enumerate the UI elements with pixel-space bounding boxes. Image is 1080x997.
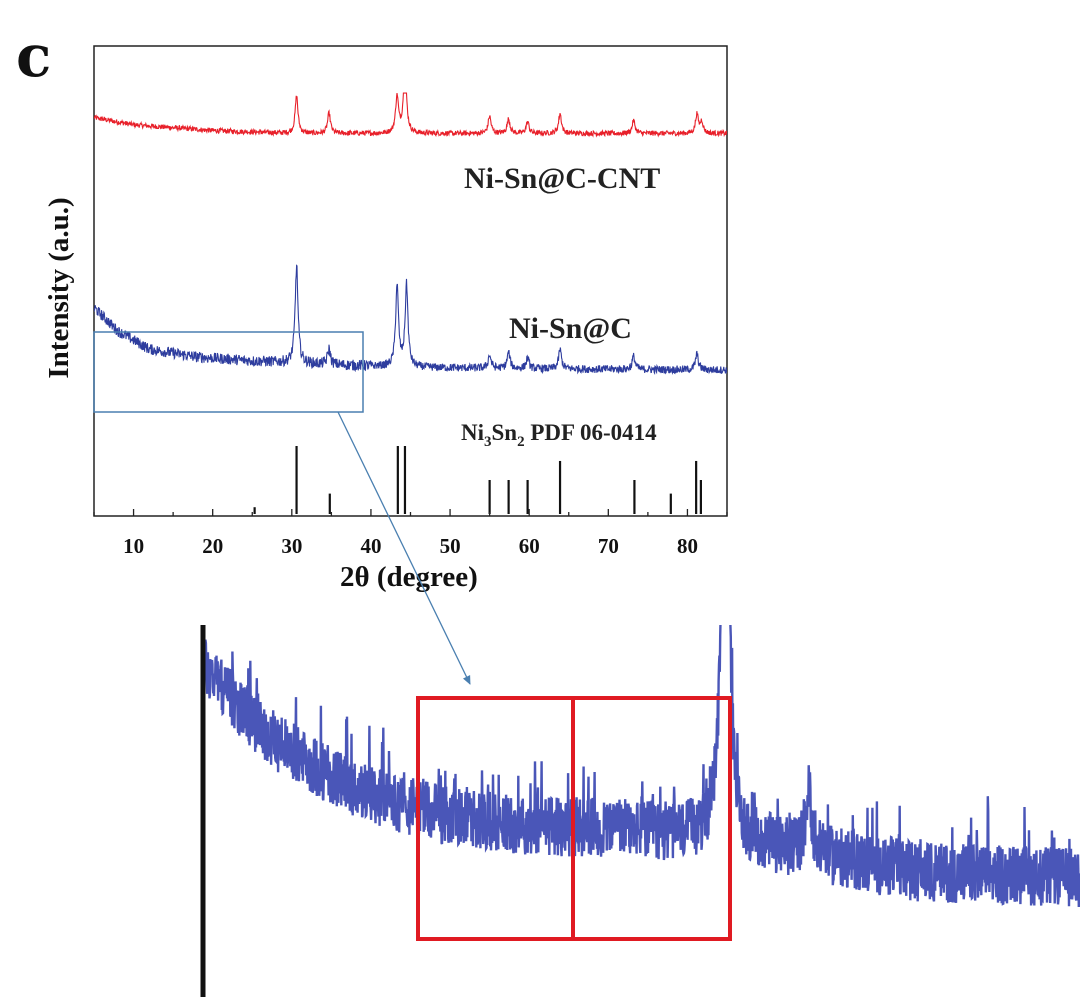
x-ticks [93,509,728,516]
reference-lines [253,446,702,514]
x-tick-label: 40 [360,534,381,558]
panel-letter: c [16,22,51,90]
x-axis-title: 2θ (degree) [340,561,478,593]
main-xrd-chart: 10 20 30 40 50 60 70 80 Ni-Sn@C-CNT Ni-Sn@C Ni3… [43,45,728,685]
zoom-arrow [337,411,471,685]
series-line-ni-sn-c [94,264,727,375]
x-tick-label: 50 [440,534,461,558]
inset-series [201,625,1080,908]
plot-frame [93,45,728,517]
x-tick-label: 10 [123,534,144,558]
x-tick-label: 30 [281,534,302,558]
reference-label: Ni3Sn2 PDF 06-0414 [461,420,657,450]
y-axis-title: Intensity (a.u.) [43,197,75,378]
x-tick-label: 70 [598,534,619,558]
x-tick-label: 80 [677,534,698,558]
zoom-box [93,331,364,413]
series-group [94,92,727,375]
inset-zoom-panel [200,625,1080,997]
series-line-ni-sn-c-cnt [94,92,727,138]
x-tick-labels: 10 20 30 40 50 60 70 80 [123,534,698,558]
x-tick-label: 20 [202,534,223,558]
x-tick-label: 60 [519,534,540,558]
inset-series-line [201,625,1080,908]
series-label-ni-sn-c: Ni-Sn@C [509,312,632,345]
series-label-ni-sn-c-cnt: Ni-Sn@C-CNT [464,162,660,195]
highlight-box-right [571,696,732,941]
